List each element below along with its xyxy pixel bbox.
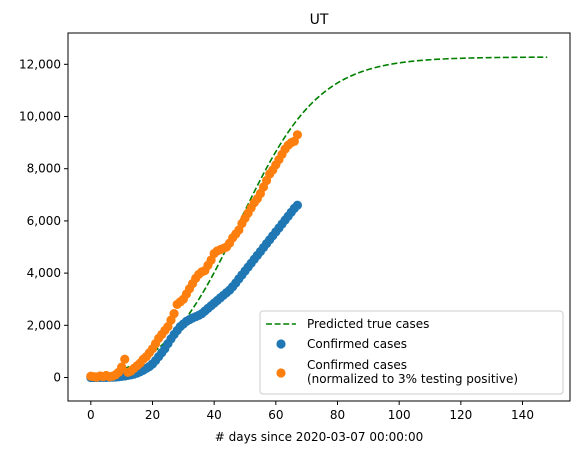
x-tick-label-6: 120 <box>449 408 472 422</box>
x-tick-label-3: 60 <box>268 408 283 422</box>
legend-label-confirmed: Confirmed cases <box>307 337 407 351</box>
normalized-point-27 <box>169 308 179 319</box>
plot-area <box>86 56 548 383</box>
legend-label-normalized: Confirmed cases (normalized to 3% testing… <box>307 358 518 386</box>
legend-box <box>259 310 564 395</box>
confirmed-point-67 <box>292 200 303 210</box>
y-tick-label-0: 0 <box>53 371 61 385</box>
normalized-point-11 <box>120 354 130 364</box>
x-tick-label-0: 0 <box>87 408 95 422</box>
x-tick-label-4: 80 <box>330 408 345 422</box>
y-tick-label-6: 12,000 <box>19 57 61 71</box>
legend: Predicted true cases Confirmed cases Confi… <box>259 310 564 395</box>
legend-marker-confirmed <box>276 339 286 349</box>
y-tick-label-2: 4,000 <box>27 266 61 280</box>
legend-marker-normalized <box>276 368 286 378</box>
chart-title: UT <box>310 12 329 28</box>
normalized-point-10 <box>117 362 127 372</box>
x-axis-title: # days since 2020-03-07 00:00:00 <box>215 430 423 444</box>
y-tick-label-4: 8,000 <box>27 162 61 176</box>
normalized-series <box>86 130 303 382</box>
y-tick-label-5: 10,000 <box>19 110 61 124</box>
x-axis: 0 20 40 60 80 100 120 140 <box>87 401 534 422</box>
plot-frame <box>67 32 571 402</box>
x-tick-label-1: 20 <box>145 408 160 422</box>
x-tick-label-7: 140 <box>511 408 534 422</box>
legend-label-predicted: Predicted true cases <box>307 317 429 331</box>
normalized-point-67 <box>292 130 303 140</box>
x-tick-label-2: 40 <box>207 408 222 422</box>
y-tick-label-1: 2,000 <box>27 318 61 332</box>
x-tick-label-5: 100 <box>388 408 411 422</box>
y-axis: 0 2,000 4,000 6,000 8,000 10,000 12,000 <box>19 57 68 385</box>
y-tick-label-3: 6,000 <box>27 214 61 228</box>
